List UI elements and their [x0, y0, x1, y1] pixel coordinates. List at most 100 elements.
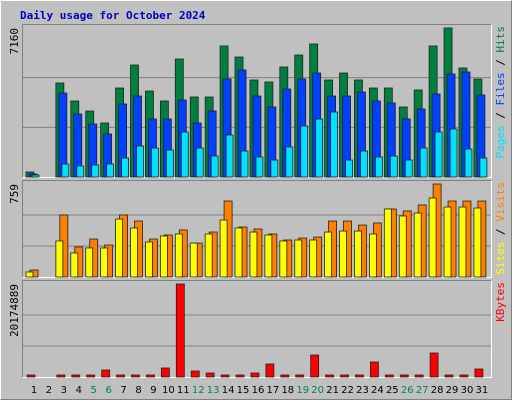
bar [31, 174, 40, 178]
x-tick-label: 20 [311, 385, 324, 396]
bar [399, 374, 409, 378]
bar [325, 374, 335, 378]
bar [146, 374, 155, 378]
legend-separator: / [494, 222, 507, 242]
bar [300, 125, 309, 178]
legend: Sites / Visits [494, 182, 507, 275]
x-tick-label: 22 [341, 385, 354, 396]
bar [458, 206, 467, 278]
bar [434, 131, 443, 178]
x-tick-label: 3 [61, 385, 67, 396]
bar [368, 233, 377, 278]
bar [444, 374, 454, 378]
legend-entry: Visits [494, 182, 507, 222]
bar [374, 156, 383, 178]
bar [225, 134, 234, 178]
x-tick-label: 31 [476, 385, 489, 396]
y-tick-label: 7160 [8, 28, 21, 55]
bar [459, 374, 469, 378]
bar [204, 233, 213, 278]
bar [404, 159, 413, 178]
bar [464, 148, 473, 178]
bar [25, 271, 34, 278]
bar [270, 159, 279, 178]
bar [76, 165, 85, 178]
x-tick-label: 27 [416, 385, 429, 396]
x-tick-label: 18 [281, 385, 294, 396]
x-tick-label: 17 [267, 385, 280, 396]
panel-shade [22, 280, 492, 378]
bar [174, 233, 183, 278]
bar [91, 164, 100, 178]
bar [56, 374, 66, 378]
bar [355, 374, 364, 378]
bar [324, 231, 333, 278]
bar [160, 367, 170, 378]
bar [279, 240, 288, 278]
bar [131, 374, 140, 378]
x-tick-label: 10 [162, 385, 175, 396]
legend-separator: / [494, 106, 507, 126]
bar [340, 374, 349, 378]
bar [190, 370, 200, 378]
x-tick-label: 6 [105, 385, 111, 396]
bar [249, 231, 258, 278]
bar [330, 111, 339, 178]
panel-shade [22, 180, 492, 278]
x-tick-label: 15 [237, 385, 250, 396]
bar [250, 372, 260, 378]
panel-light [22, 24, 492, 178]
bar [115, 218, 123, 278]
bar [106, 163, 115, 178]
bar [479, 157, 488, 178]
x-tick-label: 26 [401, 385, 414, 396]
bar [354, 230, 362, 278]
bar [86, 374, 96, 378]
legend: KBytes [494, 282, 507, 322]
panel-light [22, 180, 492, 278]
bar [101, 369, 111, 378]
bar [413, 212, 422, 278]
legend-entry: Pages [494, 125, 507, 158]
x-tick-label: 23 [356, 385, 369, 396]
y-tick-label: 20174889 [8, 284, 21, 337]
bar [294, 239, 303, 278]
bar [383, 208, 392, 278]
x-tick-label: 16 [252, 385, 265, 396]
x-tick-label: 2 [46, 385, 52, 396]
bar [443, 206, 452, 278]
x-tick-label: 11 [177, 385, 190, 396]
legend-entry: Files [494, 72, 507, 105]
bar [255, 156, 264, 178]
bar [85, 247, 94, 278]
x-tick-label: 30 [461, 385, 474, 396]
panel [22, 280, 492, 378]
bar [280, 374, 290, 378]
bar [240, 150, 249, 178]
legend-entry: KBytes [494, 282, 507, 322]
bar [220, 374, 230, 378]
x-tick-label: 21 [326, 385, 339, 396]
bar [151, 147, 159, 178]
bar [195, 147, 204, 178]
bar [265, 363, 275, 378]
x-tick-label: 4 [76, 385, 82, 396]
bar [419, 147, 428, 178]
bar [474, 368, 484, 378]
bar [130, 227, 138, 278]
bar [264, 234, 273, 278]
x-tick-label: 9 [150, 385, 156, 396]
panel-shade [22, 24, 492, 178]
bar [210, 155, 219, 178]
x-tick-label: 28 [431, 385, 444, 396]
legend: Pages / Files / Hits [494, 26, 507, 159]
bar [389, 155, 398, 178]
x-tick-label: 24 [371, 385, 384, 396]
bar [309, 239, 318, 278]
bar [235, 374, 245, 378]
x-tick-label: 25 [386, 385, 399, 396]
chart-title: Daily usage for October 2024 [20, 9, 206, 22]
x-tick-label: 14 [222, 385, 235, 396]
bar [398, 215, 407, 278]
